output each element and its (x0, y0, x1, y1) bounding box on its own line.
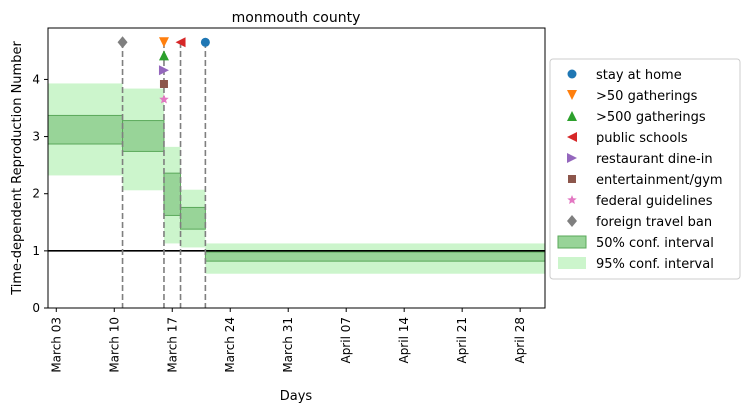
intervention-marker-6 (159, 94, 169, 104)
intervention-marker-3 (175, 37, 186, 48)
y-tick-label-1: 1 (32, 244, 40, 258)
legend-label-6: federal guidelines (596, 194, 713, 209)
legend-label-2: >500 gatherings (596, 110, 706, 125)
intervention-marker-1 (158, 37, 169, 48)
plot-frame (47, 27, 546, 309)
legend-marker-3 (567, 132, 577, 142)
intervention-vlines (121, 42, 207, 308)
chart-title: monmouth county (232, 10, 361, 26)
legend-label-0: stay at home (596, 68, 682, 83)
legend-swatch-ci95 (558, 257, 586, 269)
x-axis-label: Days (280, 389, 313, 404)
legend-swatch-ci50 (557, 235, 587, 249)
ci50-band-3 (180, 206, 206, 230)
intervention-marker-2 (158, 50, 169, 61)
legend-marker-7 (567, 215, 577, 227)
y-axis-label: Time-dependent Reproduction Number (10, 41, 25, 296)
intervention-marker-5 (159, 80, 168, 88)
legend-marker-6 (567, 195, 577, 205)
x-tick-label-0: March 03 (49, 317, 63, 373)
y-tick-label-2: 2 (32, 187, 40, 201)
legend-marker-0 (567, 69, 577, 79)
intervention-marker-7 (117, 36, 128, 49)
x-tick-label-3: March 24 (223, 317, 237, 373)
legend-frame (549, 58, 741, 280)
legend-label-1: >50 gatherings (596, 89, 698, 104)
y-tick-label-4: 4 (32, 72, 40, 86)
x-tick-label-6: April 14 (397, 317, 411, 364)
legend: stay at home >50 gatherings >500 gathering… (549, 58, 741, 280)
x-axis-ticks: March 03 March 10 March 17 March 24 March 31… (49, 308, 527, 373)
x-tick-label-8: April 28 (513, 317, 527, 364)
legend-label-4: restaurant dine-in (596, 152, 713, 167)
ci50-band-2 (163, 172, 182, 216)
legend-marker-4 (567, 153, 577, 163)
y-axis-ticks: 0 1 2 3 4 (32, 72, 48, 315)
y-tick-label-0: 0 (32, 301, 40, 315)
x-tick-label-7: April 21 (455, 317, 469, 364)
intervention-marker-4 (158, 65, 169, 76)
ci50-bands (47, 114, 546, 262)
legend-marker-2 (567, 111, 577, 121)
y-tick-label-3: 3 (32, 130, 40, 144)
x-tick-label-4: March 31 (281, 317, 295, 373)
legend-label-3: public schools (596, 131, 688, 146)
intervention-markers (117, 36, 210, 104)
legend-label-5: entertainment/gym (596, 173, 723, 188)
x-tick-label-1: March 10 (107, 317, 121, 373)
x-tick-label-2: March 17 (165, 317, 179, 373)
legend-label-7: foreign travel ban (596, 215, 712, 230)
ci50-band-0 (47, 114, 124, 145)
legend-marker-5 (568, 175, 576, 183)
ci50-band-1 (122, 120, 165, 152)
legend-label-ci50: 50% conf. interval (596, 236, 714, 251)
x-tick-label-5: April 07 (339, 317, 353, 364)
legend-marker-1 (567, 90, 577, 100)
ci50-band-4 (204, 251, 546, 262)
intervention-marker-0 (200, 37, 210, 47)
legend-label-ci95: 95% conf. interval (596, 257, 714, 272)
